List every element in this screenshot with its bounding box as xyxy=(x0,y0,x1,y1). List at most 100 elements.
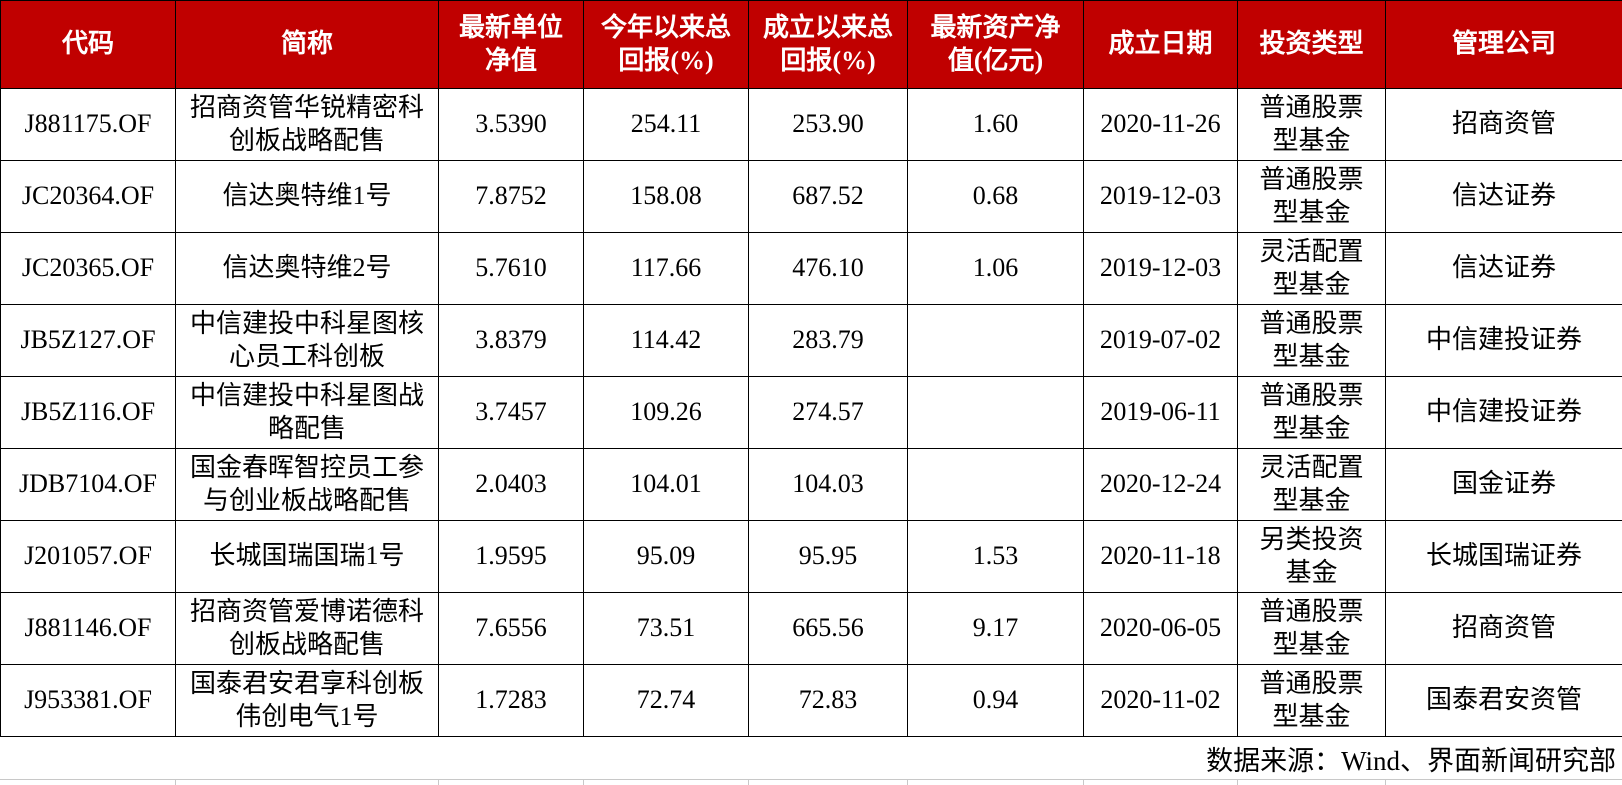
cell-latest-unit-nav: 1.9595 xyxy=(438,520,584,593)
cell-inception-date: 2020-06-05 xyxy=(1083,592,1238,665)
gridline-tick xyxy=(1385,780,1386,785)
cell-short-name: 招商资管华锐精密科创板战略配售 xyxy=(175,88,439,161)
gridline-tick xyxy=(438,780,439,785)
table-row: J953381.OF 国泰君安君享科创板伟创电气1号 1.7283 72.74 … xyxy=(0,664,1622,737)
cell-short-name: 中信建投中科星图核心员工科创板 xyxy=(175,304,439,377)
table-row: JC20365.OF 信达奥特维2号 5.7610 117.66 476.10 … xyxy=(0,232,1622,305)
col-header-investment-type: 投资类型 xyxy=(1237,0,1386,89)
cell-latest-unit-nav: 2.0403 xyxy=(438,448,584,521)
cell-ytd-total-return: 72.74 xyxy=(583,664,749,737)
gridline-tick xyxy=(175,780,176,785)
cell-latest-unit-nav: 3.8379 xyxy=(438,304,584,377)
cell-since-inception-return: 253.90 xyxy=(748,88,908,161)
cell-since-inception-return: 72.83 xyxy=(748,664,908,737)
cell-management-company: 国泰君安资管 xyxy=(1385,664,1622,737)
cell-since-inception-return: 104.03 xyxy=(748,448,908,521)
col-header-latest-net-assets: 最新资产净值(亿元) xyxy=(907,0,1084,89)
cell-management-company: 中信建投证券 xyxy=(1385,376,1622,449)
cell-short-name: 中信建投中科星图战略配售 xyxy=(175,376,439,449)
col-header-management-company: 管理公司 xyxy=(1385,0,1622,89)
cell-latest-net-assets xyxy=(907,448,1084,521)
table-row: JB5Z127.OF 中信建投中科星图核心员工科创板 3.8379 114.42… xyxy=(0,304,1622,377)
cell-latest-unit-nav: 3.5390 xyxy=(438,88,584,161)
cell-code: J953381.OF xyxy=(0,664,176,737)
cell-ytd-total-return: 117.66 xyxy=(583,232,749,305)
cell-investment-type: 普通股票型基金 xyxy=(1237,664,1386,737)
col-header-short-name: 简称 xyxy=(175,0,439,89)
cell-since-inception-return: 283.79 xyxy=(748,304,908,377)
cell-management-company: 长城国瑞证券 xyxy=(1385,520,1622,593)
table-row: JDB7104.OF 国金春晖智控员工参与创业板战略配售 2.0403 104.… xyxy=(0,448,1622,521)
cell-latest-unit-nav: 3.7457 xyxy=(438,376,584,449)
cell-management-company: 信达证券 xyxy=(1385,232,1622,305)
cell-inception-date: 2020-11-18 xyxy=(1083,520,1238,593)
gridline-tick xyxy=(1083,780,1084,785)
cell-latest-unit-nav: 1.7283 xyxy=(438,664,584,737)
table-row: J881146.OF 招商资管爱博诺德科创板战略配售 7.6556 73.51 … xyxy=(0,592,1622,665)
cell-code: JDB7104.OF xyxy=(0,448,176,521)
table-row: J201057.OF 长城国瑞国瑞1号 1.9595 95.09 95.95 1… xyxy=(0,520,1622,593)
gridline-tick xyxy=(748,780,749,785)
cell-latest-unit-nav: 5.7610 xyxy=(438,232,584,305)
cell-management-company: 国金证券 xyxy=(1385,448,1622,521)
cell-code: J881146.OF xyxy=(0,592,176,665)
cell-management-company: 招商资管 xyxy=(1385,88,1622,161)
cell-inception-date: 2019-07-02 xyxy=(1083,304,1238,377)
cell-since-inception-return: 274.57 xyxy=(748,376,908,449)
col-header-ytd-total-return: 今年以来总回报(%) xyxy=(583,0,749,89)
cell-ytd-total-return: 73.51 xyxy=(583,592,749,665)
cell-ytd-total-return: 95.09 xyxy=(583,520,749,593)
cell-ytd-total-return: 104.01 xyxy=(583,448,749,521)
cell-short-name: 国泰君安君享科创板伟创电气1号 xyxy=(175,664,439,737)
cell-since-inception-return: 95.95 xyxy=(748,520,908,593)
cell-short-name: 国金春晖智控员工参与创业板战略配售 xyxy=(175,448,439,521)
gridline-tick xyxy=(1237,780,1238,785)
cell-code: J881175.OF xyxy=(0,88,176,161)
cell-ytd-total-return: 254.11 xyxy=(583,88,749,161)
cell-inception-date: 2020-11-02 xyxy=(1083,664,1238,737)
col-header-latest-unit-nav: 最新单位净值 xyxy=(438,0,584,89)
table-body: J881175.OF 招商资管华锐精密科创板战略配售 3.5390 254.11… xyxy=(0,88,1622,737)
cell-latest-net-assets xyxy=(907,304,1084,377)
table-row: JC20364.OF 信达奥特维1号 7.8752 158.08 687.52 … xyxy=(0,160,1622,233)
cell-management-company: 信达证券 xyxy=(1385,160,1622,233)
cell-investment-type: 普通股票型基金 xyxy=(1237,304,1386,377)
table-header: 代码 简称 最新单位净值 今年以来总回报(%) 成立以来总回报(%) 最新资产净… xyxy=(0,0,1622,89)
cell-ytd-total-return: 158.08 xyxy=(583,160,749,233)
cell-short-name: 招商资管爱博诺德科创板战略配售 xyxy=(175,592,439,665)
cell-investment-type: 普通股票型基金 xyxy=(1237,592,1386,665)
cell-investment-type: 普通股票型基金 xyxy=(1237,376,1386,449)
table-row: JB5Z116.OF 中信建投中科星图战略配售 3.7457 109.26 27… xyxy=(0,376,1622,449)
cell-code: J201057.OF xyxy=(0,520,176,593)
cell-ytd-total-return: 109.26 xyxy=(583,376,749,449)
cell-latest-net-assets: 1.06 xyxy=(907,232,1084,305)
col-header-since-inception-return: 成立以来总回报(%) xyxy=(748,0,908,89)
gridline-tick xyxy=(583,780,584,785)
cell-latest-unit-nav: 7.8752 xyxy=(438,160,584,233)
cell-investment-type: 另类投资基金 xyxy=(1237,520,1386,593)
fund-table: 代码 简称 最新单位净值 今年以来总回报(%) 成立以来总回报(%) 最新资产净… xyxy=(0,0,1622,737)
cell-since-inception-return: 476.10 xyxy=(748,232,908,305)
gridline-tick xyxy=(907,780,908,785)
cell-latest-unit-nav: 7.6556 xyxy=(438,592,584,665)
cell-investment-type: 灵活配置型基金 xyxy=(1237,448,1386,521)
cell-inception-date: 2019-12-03 xyxy=(1083,232,1238,305)
col-header-inception-date: 成立日期 xyxy=(1083,0,1238,89)
header-row: 代码 简称 最新单位净值 今年以来总回报(%) 成立以来总回报(%) 最新资产净… xyxy=(0,0,1622,89)
cell-since-inception-return: 687.52 xyxy=(748,160,908,233)
cell-latest-net-assets: 0.94 xyxy=(907,664,1084,737)
cell-latest-net-assets: 0.68 xyxy=(907,160,1084,233)
cell-short-name: 信达奥特维1号 xyxy=(175,160,439,233)
cell-short-name: 长城国瑞国瑞1号 xyxy=(175,520,439,593)
cell-latest-net-assets: 1.60 xyxy=(907,88,1084,161)
cell-code: JC20364.OF xyxy=(0,160,176,233)
cell-management-company: 招商资管 xyxy=(1385,592,1622,665)
cell-investment-type: 灵活配置型基金 xyxy=(1237,232,1386,305)
cell-short-name: 信达奥特维2号 xyxy=(175,232,439,305)
cell-inception-date: 2019-12-03 xyxy=(1083,160,1238,233)
cell-latest-net-assets: 1.53 xyxy=(907,520,1084,593)
col-header-code: 代码 xyxy=(0,0,176,89)
cell-management-company: 中信建投证券 xyxy=(1385,304,1622,377)
cell-inception-date: 2020-11-26 xyxy=(1083,88,1238,161)
